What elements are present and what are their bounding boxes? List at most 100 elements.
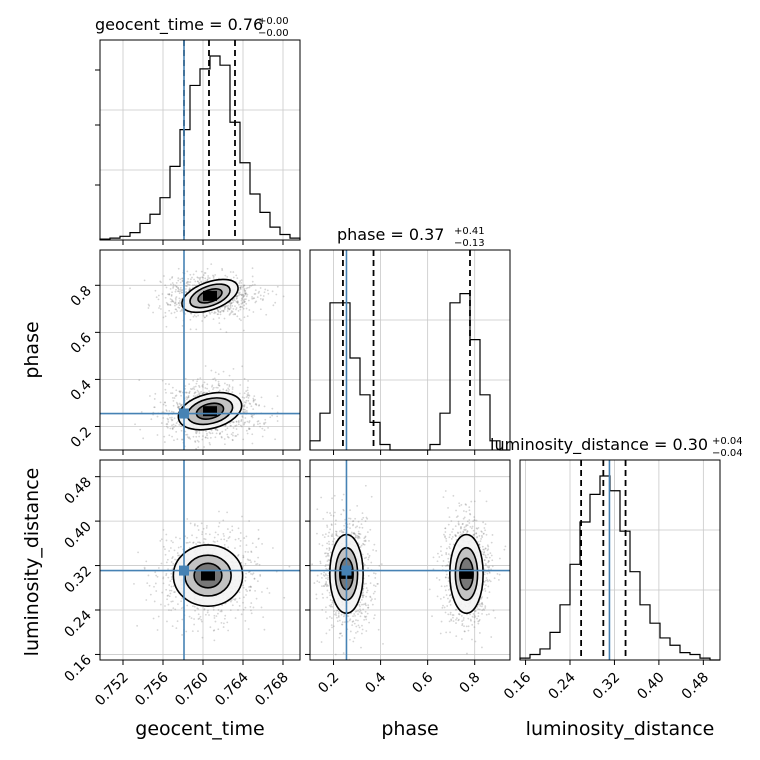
scatter-point bbox=[201, 531, 204, 533]
scatter-point bbox=[368, 539, 370, 542]
scatter-point bbox=[184, 385, 187, 387]
scatter-point bbox=[171, 396, 174, 399]
scatter-point bbox=[247, 394, 250, 396]
scatter-point bbox=[342, 652, 345, 654]
scatter-point bbox=[257, 420, 260, 422]
scatter-point bbox=[227, 307, 230, 309]
scatter-point bbox=[451, 614, 454, 616]
scatter-point bbox=[251, 442, 254, 445]
scatter-point bbox=[321, 585, 323, 588]
scatter-point bbox=[178, 292, 181, 295]
scatter-point bbox=[217, 525, 220, 528]
scatter-point bbox=[373, 590, 376, 593]
scatter-point bbox=[166, 620, 168, 623]
scatter-point bbox=[322, 574, 325, 576]
scatter-point bbox=[174, 304, 176, 307]
scatter-point bbox=[352, 532, 355, 535]
scatter-point bbox=[490, 554, 493, 557]
scatter-point bbox=[230, 311, 233, 314]
scatter-point bbox=[251, 280, 254, 283]
scatter-point bbox=[348, 517, 350, 520]
scatter-point bbox=[186, 518, 189, 520]
scatter-point bbox=[479, 490, 481, 492]
scatter-point bbox=[491, 565, 494, 568]
scatter-point bbox=[328, 540, 330, 543]
scatter-point bbox=[338, 610, 340, 613]
scatter-point bbox=[376, 582, 379, 585]
scatter-point bbox=[242, 295, 245, 298]
scatter-point bbox=[359, 608, 361, 611]
ytick-label-phase: 0.8 bbox=[68, 283, 95, 310]
scatter-point bbox=[166, 598, 169, 601]
scatter-point bbox=[201, 276, 204, 279]
ytick-label-luminosity_distance: 0.32 bbox=[61, 563, 94, 596]
scatter-point bbox=[245, 293, 247, 295]
scatter-point bbox=[246, 558, 249, 561]
scatter-point bbox=[244, 563, 247, 565]
scatter-point bbox=[461, 522, 464, 525]
scatter-point bbox=[222, 388, 225, 391]
scatter-point bbox=[382, 642, 384, 645]
scatter-point bbox=[483, 551, 485, 554]
scatter-point bbox=[231, 439, 234, 442]
scatter-point bbox=[477, 527, 480, 529]
scatter-point bbox=[486, 549, 489, 552]
scatter-point bbox=[164, 404, 167, 407]
scatter-point bbox=[224, 425, 227, 427]
scatter-point bbox=[245, 396, 248, 399]
scatter-point bbox=[253, 293, 256, 295]
scatter-point bbox=[272, 547, 274, 549]
scatter-point bbox=[177, 287, 180, 290]
scatter-point bbox=[193, 278, 195, 281]
scatter-point bbox=[251, 284, 254, 286]
scatter-point bbox=[224, 305, 227, 308]
scatter-point bbox=[162, 411, 165, 414]
scatter-point bbox=[217, 373, 220, 376]
scatter-point bbox=[438, 556, 441, 558]
scatter-point bbox=[488, 565, 491, 568]
scatter-point bbox=[162, 403, 165, 406]
scatter-point bbox=[256, 420, 259, 423]
scatter-point bbox=[173, 397, 176, 399]
scatter-point bbox=[327, 574, 329, 577]
scatter-point bbox=[224, 424, 227, 427]
scatter-point bbox=[212, 609, 215, 611]
scatter-point bbox=[193, 523, 196, 526]
scatter-point bbox=[168, 293, 171, 296]
scatter-point bbox=[323, 536, 326, 539]
scatter-point bbox=[469, 613, 472, 616]
scatter-point bbox=[484, 605, 487, 608]
scatter-point bbox=[461, 623, 464, 625]
scatter-point bbox=[458, 502, 461, 505]
scatter-point bbox=[226, 310, 229, 312]
scatter-point bbox=[211, 432, 214, 435]
contour-line bbox=[181, 278, 239, 314]
scatter-point bbox=[482, 548, 485, 551]
scatter-point bbox=[475, 527, 478, 530]
scatter-point bbox=[276, 395, 279, 397]
scatter-point bbox=[233, 299, 236, 302]
scatter-point bbox=[159, 539, 162, 542]
scatter-point bbox=[360, 523, 363, 526]
scatter-point bbox=[447, 588, 450, 591]
scatter-point bbox=[255, 563, 257, 566]
scatter-point bbox=[343, 613, 346, 616]
scatter-point bbox=[242, 408, 245, 411]
scatter-point bbox=[456, 515, 459, 518]
scatter-point bbox=[231, 379, 234, 382]
scatter-point bbox=[340, 613, 343, 616]
scatter-point bbox=[198, 435, 201, 438]
scatter-point bbox=[198, 282, 200, 285]
scatter-point bbox=[160, 281, 162, 284]
scatter-point bbox=[492, 609, 495, 612]
scatter-point bbox=[165, 301, 168, 304]
scatter-point bbox=[484, 579, 487, 582]
scatter-point bbox=[357, 613, 359, 615]
scatter-point bbox=[172, 283, 175, 286]
scatter-point bbox=[470, 500, 473, 503]
scatter-point bbox=[367, 606, 369, 609]
scatter-point bbox=[443, 606, 446, 609]
scatter-point bbox=[212, 386, 215, 389]
scatter-point bbox=[465, 510, 468, 513]
scatter-point bbox=[462, 531, 465, 534]
